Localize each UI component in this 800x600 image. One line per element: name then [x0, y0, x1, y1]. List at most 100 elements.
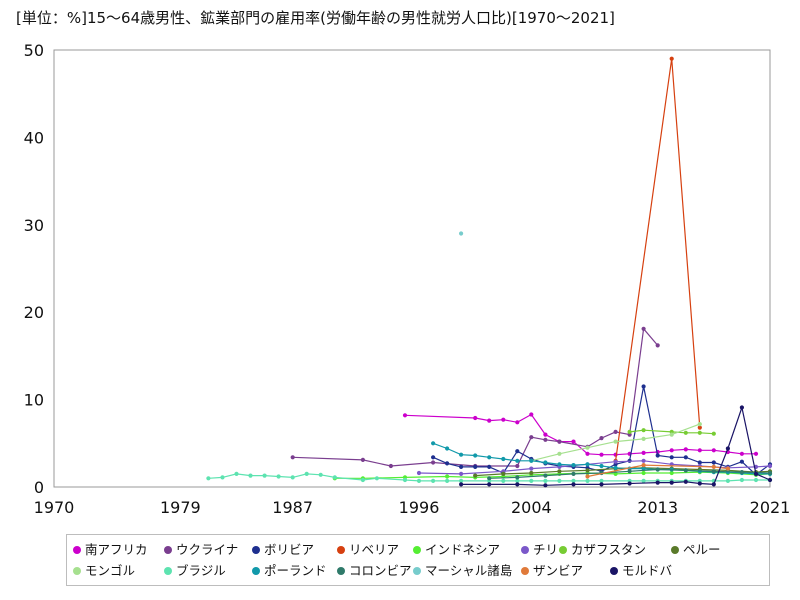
data-point [276, 474, 281, 479]
data-point [711, 482, 716, 487]
legend-marker [73, 567, 81, 575]
legend-marker [413, 546, 421, 554]
data-point [388, 463, 393, 469]
data-point [725, 478, 731, 483]
data-point [304, 471, 309, 476]
data-point [234, 471, 239, 476]
data-point [459, 482, 464, 487]
data-point [515, 482, 520, 487]
data-point [459, 231, 464, 236]
data-point [585, 445, 590, 450]
data-point [641, 463, 646, 468]
data-point [543, 478, 548, 483]
data-point [515, 449, 520, 454]
data-point [318, 472, 323, 477]
legend-label: コロンビア [349, 563, 412, 578]
tick-labels: 0 10 20 30 40 50 1970 1979 1987 1996 2004 2013 2021 [24, 41, 791, 517]
data-point [445, 478, 450, 483]
legend-label: ザンビア [533, 563, 584, 578]
x-tick-label: 2013 [637, 498, 678, 517]
legend-label: チリ [533, 542, 559, 557]
data-point [487, 464, 492, 469]
data-point [557, 478, 562, 483]
data-point [613, 429, 618, 434]
legend-label: ブラジル [176, 563, 226, 578]
data-point [613, 439, 618, 444]
data-point [571, 463, 576, 468]
data-point [473, 473, 478, 478]
data-point [543, 432, 548, 437]
data-point [290, 475, 295, 480]
data-point [529, 412, 534, 417]
data-point [711, 431, 716, 436]
data-point [753, 451, 759, 456]
data-point [571, 439, 576, 444]
data-point [641, 384, 646, 389]
legend-marker [413, 567, 421, 575]
series-8 [529, 422, 702, 463]
data-point [557, 462, 562, 467]
data-point [683, 430, 688, 435]
data-point [543, 460, 548, 465]
legend-marker [164, 546, 172, 554]
x-tick-label: 1970 [34, 498, 75, 517]
x-tick-label: 2021 [750, 498, 791, 517]
data-point [641, 466, 646, 471]
data-point [557, 469, 562, 474]
data-point [655, 453, 660, 458]
data-point [711, 448, 716, 453]
data-point [515, 420, 520, 425]
data-point [220, 475, 225, 480]
data-point [501, 478, 506, 483]
data-point [697, 460, 702, 465]
series-11 [487, 467, 773, 481]
data-point [613, 471, 618, 476]
data-point [416, 470, 422, 476]
y-tick-label: 50 [24, 41, 44, 60]
data-point [529, 458, 534, 463]
data-point [459, 471, 464, 476]
data-point [459, 452, 464, 457]
data-point [585, 478, 590, 483]
x-tick-label: 1987 [272, 498, 313, 517]
data-point [697, 430, 702, 435]
data-point [571, 478, 576, 483]
data-point [557, 451, 562, 456]
legend-item: コロンビア [337, 563, 412, 579]
legend-marker [252, 567, 260, 575]
legend-label: リベリア [349, 542, 400, 557]
data-point [473, 453, 478, 458]
legend-item: チリ [521, 542, 558, 558]
data-point [683, 468, 688, 473]
data-point [290, 455, 295, 460]
data-point [459, 464, 464, 469]
legend-marker [521, 546, 529, 554]
legend-label: マーシャル諸島 [425, 563, 513, 578]
series-layer [206, 56, 773, 488]
data-point [627, 481, 632, 486]
series-12 [459, 231, 464, 236]
x-tick-label: 1979 [160, 498, 201, 517]
data-point [529, 470, 534, 476]
data-point [739, 405, 745, 410]
legend-item: リベリア [337, 542, 399, 558]
data-point [599, 482, 604, 487]
legend-marker [252, 546, 260, 554]
data-point [683, 447, 688, 452]
data-point [459, 478, 464, 483]
legend-item: ウクライナ [164, 542, 238, 558]
series-line [461, 405, 771, 486]
data-point [669, 432, 674, 437]
data-point [641, 458, 646, 463]
chart-title: [単位：%]15～64歳男性、鉱業部門の雇用率(労働年齢の男性就労人口比)[19… [16, 9, 615, 27]
data-point [487, 476, 492, 481]
data-point [501, 456, 506, 462]
y-tick-label: 0 [34, 478, 44, 497]
data-point [571, 482, 576, 487]
data-point [585, 451, 590, 456]
data-point [725, 466, 731, 471]
series-line [404, 413, 756, 456]
legend-item: ザンビア [521, 563, 583, 579]
data-point [613, 459, 618, 464]
data-point [487, 455, 492, 460]
